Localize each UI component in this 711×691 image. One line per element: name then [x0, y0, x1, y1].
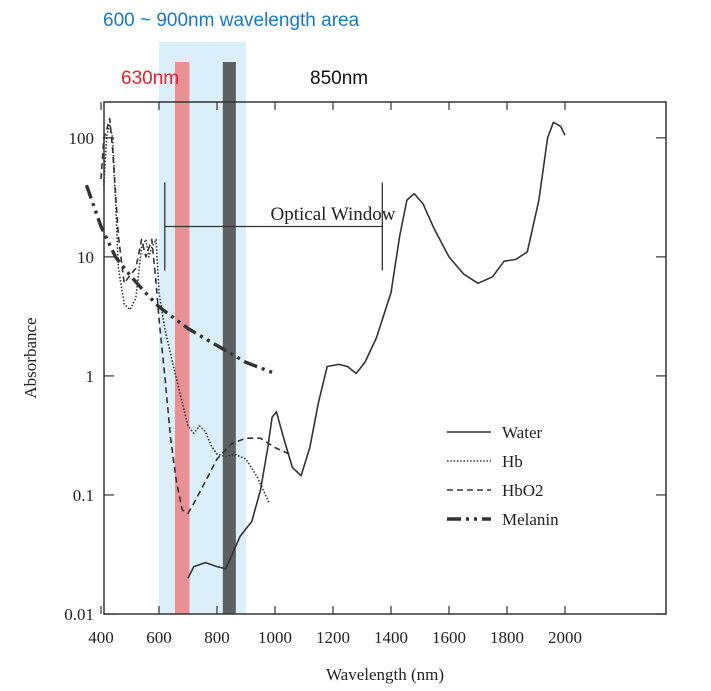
y-tick-label: 10 — [77, 248, 94, 267]
x-tick-label: 1000 — [258, 628, 292, 647]
x-tick-label: 2000 — [548, 628, 582, 647]
legend-label-hbo2: HbO2 — [502, 481, 544, 500]
band-label: 600 ~ 900nm wavelength area — [103, 10, 360, 31]
y-tick-label: 100 — [69, 129, 95, 148]
series-hbo2-line — [100, 117, 290, 515]
optical-window-label: Optical Window — [270, 204, 395, 225]
x-tick-label: 1200 — [316, 628, 350, 647]
marker-850-label: 850nm — [310, 68, 368, 89]
x-axis-label: Wavelength (nm) — [326, 665, 444, 684]
legend-label-hb: Hb — [502, 452, 523, 471]
legend: Water Hb HbO2 Melanin — [447, 423, 559, 529]
series-water-line — [187, 121, 566, 579]
x-tick-label: 1800 — [490, 628, 524, 647]
plot-frame — [103, 101, 667, 615]
y-axis-label: Absorbance — [21, 317, 40, 398]
x-tick-label: 400 — [88, 628, 114, 647]
legend-label-water: Water — [502, 423, 542, 442]
optical-window-bracket — [164, 182, 383, 271]
y-tick-label: 0.01 — [64, 605, 94, 624]
series-hb-line — [103, 123, 270, 504]
y-tick-label: 0.1 — [73, 486, 94, 505]
x-tick-label: 1400 — [374, 628, 408, 647]
x-tick-label: 800 — [204, 628, 230, 647]
marker-630-band — [174, 62, 190, 614]
y-tick-label: 1 — [86, 367, 95, 386]
series-melanin-line — [84, 184, 276, 375]
legend-label-melanin: Melanin — [502, 510, 559, 529]
marker-850-band — [222, 62, 236, 614]
x-tick-label: 1600 — [432, 628, 466, 647]
x-tick-label: 600 — [146, 628, 172, 647]
marker-630-label: 630nm — [121, 68, 179, 89]
